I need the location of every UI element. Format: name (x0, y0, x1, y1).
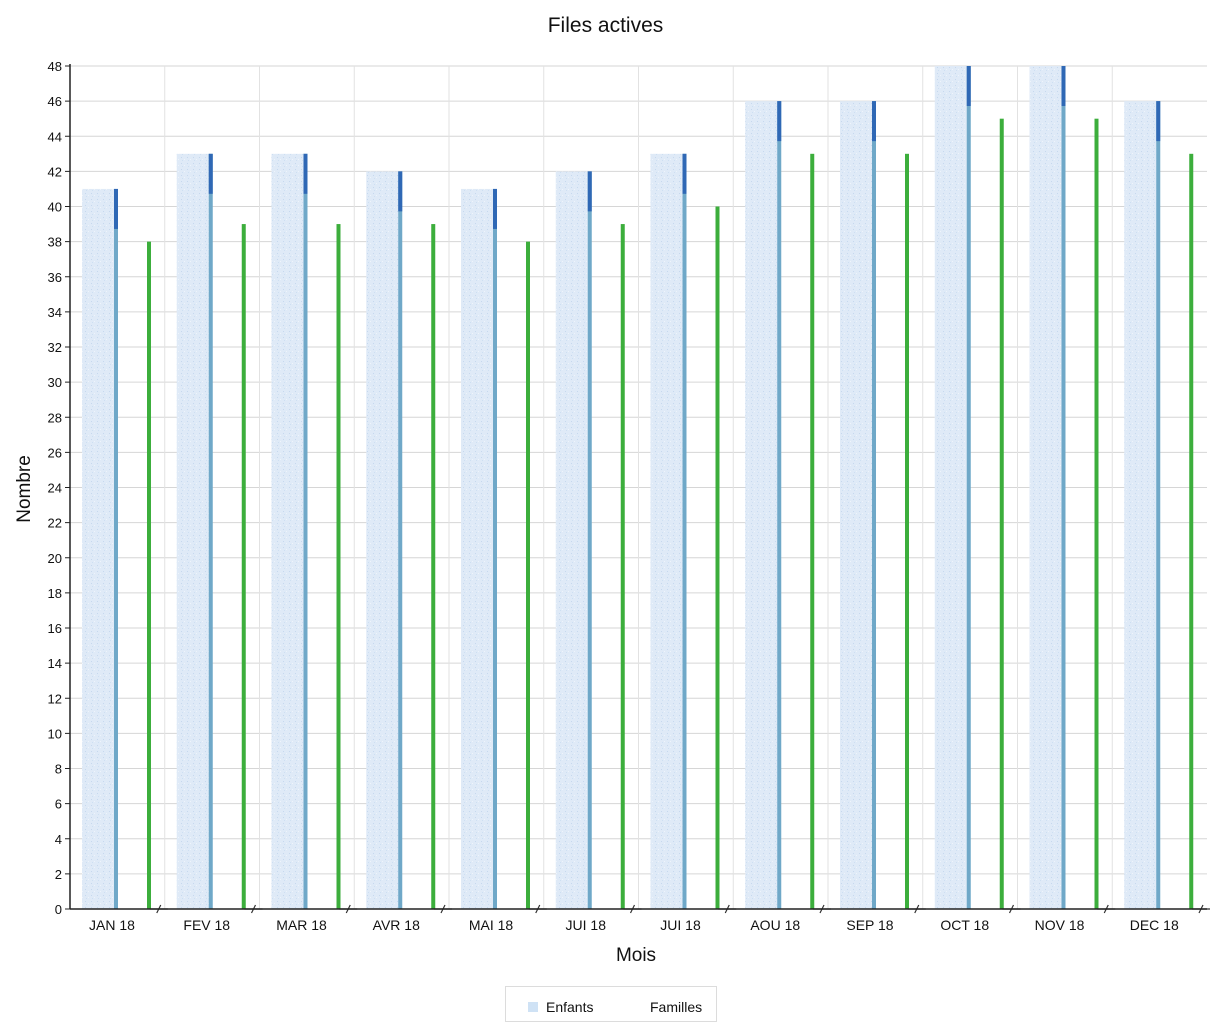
x-tick-label: MAI 18 (469, 917, 514, 933)
bar-enfants-top (1156, 101, 1161, 142)
y-tick-label: 32 (48, 340, 62, 355)
x-tick-label: FEV 18 (183, 917, 230, 933)
axes: 0246810121416182022242628303234363840424… (48, 59, 1210, 933)
y-tick-label: 14 (48, 656, 62, 671)
y-tick-label: 24 (48, 481, 62, 496)
y-tick-label: 6 (55, 797, 62, 812)
bar-enfants-edge (777, 101, 782, 909)
bar-enfants (366, 171, 401, 909)
legend-swatch-enfants (528, 1002, 538, 1012)
bar-enfants-top (966, 66, 971, 106)
x-tick-label: MAR 18 (276, 917, 327, 933)
bar-enfants (934, 66, 969, 909)
y-tick-label: 40 (48, 200, 62, 215)
bar-chart: 0246810121416182022242628303234363840424… (14, 59, 1210, 966)
legend-label-enfants: Enfants (546, 999, 594, 1015)
x-tick-label: SEP 18 (846, 917, 893, 933)
y-tick-label: 10 (48, 726, 62, 741)
bar-enfants (555, 171, 590, 909)
y-tick-label: 46 (48, 94, 62, 109)
bar-familles (905, 153, 909, 909)
x-tick-label: AVR 18 (373, 917, 420, 933)
bar-enfants (1029, 66, 1064, 909)
bar-enfants (1124, 101, 1159, 909)
legend-item-enfants: Enfants (528, 999, 593, 1015)
legend-swatch-familles (632, 1002, 642, 1012)
bar-enfants-edge (303, 153, 308, 909)
bar-enfants-edge (208, 153, 213, 909)
bar-enfants-edge (493, 188, 497, 909)
grid-lines (70, 65, 1207, 909)
bar-familles (526, 241, 530, 909)
bar-enfants (840, 101, 874, 909)
legend-label-familles: Familles (650, 999, 703, 1015)
legend-item-familles: Familles (632, 999, 702, 1015)
y-tick-label: 34 (48, 305, 62, 320)
y-tick-label: 36 (48, 270, 62, 285)
y-tick-label: 20 (48, 551, 62, 566)
bar-enfants (176, 153, 211, 909)
bar-enfants (461, 188, 495, 909)
x-tick-label: DEC 18 (1130, 917, 1179, 933)
y-tick-label: 22 (48, 516, 62, 531)
y-tick-label: 48 (48, 59, 62, 74)
bar-enfants (745, 101, 780, 909)
bar-familles (1189, 153, 1194, 909)
bar-familles (810, 153, 815, 909)
legend: Enfants Familles (505, 986, 717, 1022)
x-tick-label: JUI 18 (660, 917, 701, 933)
bar-enfants-top (208, 153, 213, 194)
bar-enfants-edge (872, 101, 876, 909)
bar-enfants-top (303, 153, 308, 194)
x-axis-label: Mois (616, 945, 656, 966)
y-tick-label: 0 (55, 902, 62, 917)
bar-enfants-edge (966, 66, 971, 909)
y-tick-label: 44 (48, 129, 62, 144)
bar-enfants-top (398, 171, 403, 212)
bar-enfants-edge (682, 153, 687, 909)
y-tick-label: 2 (55, 867, 62, 882)
bar-enfants-edge (1156, 101, 1161, 909)
bar-enfants (82, 188, 116, 909)
bar-familles (620, 224, 625, 909)
bar-familles (147, 241, 151, 909)
y-tick-label: 30 (48, 375, 62, 390)
bar-enfants-top (114, 188, 118, 229)
bar-enfants-edge (114, 188, 118, 909)
y-tick-label: 4 (55, 832, 62, 847)
bar-familles (715, 206, 720, 909)
x-tick-label: JUI 18 (566, 917, 607, 933)
y-axis-label: Nombre (14, 455, 35, 523)
bar-enfants-edge (1061, 66, 1066, 909)
bar-familles (241, 224, 246, 909)
bar-familles (336, 224, 341, 909)
bar-enfants-top (1061, 66, 1066, 106)
bar-enfants-top (682, 153, 687, 194)
bar-enfants (650, 153, 685, 909)
y-tick-label: 18 (48, 586, 62, 601)
bar-familles (1094, 118, 1099, 909)
bars (82, 66, 1194, 909)
y-tick-label: 16 (48, 621, 62, 636)
x-tick-label: NOV 18 (1035, 917, 1085, 933)
bar-enfants-top (872, 101, 876, 142)
y-tick-label: 38 (48, 235, 62, 250)
x-tick-label: AOU 18 (750, 917, 800, 933)
bar-enfants (271, 153, 306, 909)
y-tick-label: 12 (48, 691, 62, 706)
x-tick-label: OCT 18 (940, 917, 989, 933)
bar-enfants-edge (398, 171, 403, 909)
bar-familles (431, 224, 436, 909)
y-tick-label: 28 (48, 410, 62, 425)
bar-enfants-top (493, 188, 497, 229)
x-tick-label: JAN 18 (89, 917, 135, 933)
y-tick-label: 26 (48, 445, 62, 460)
y-tick-label: 42 (48, 164, 62, 179)
chart-title: Files actives (547, 14, 664, 37)
bar-enfants-top (777, 101, 782, 142)
bar-familles (999, 118, 1004, 909)
bar-enfants-top (587, 171, 592, 212)
bar-enfants-edge (587, 171, 592, 909)
y-tick-label: 8 (55, 762, 62, 777)
